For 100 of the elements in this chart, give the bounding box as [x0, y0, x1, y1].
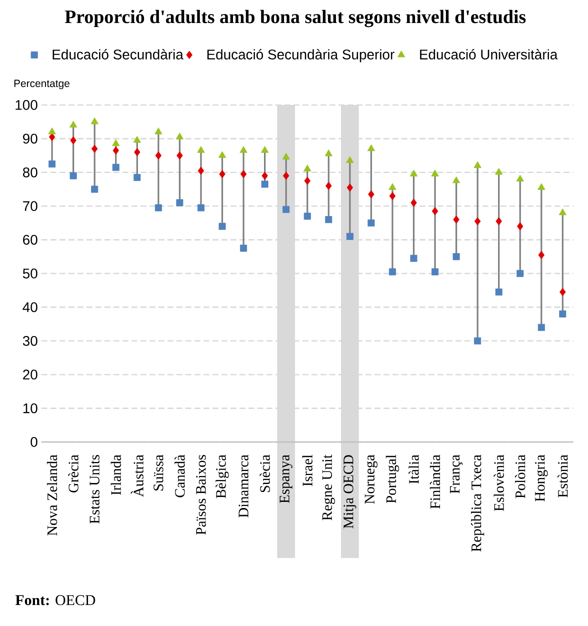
point [431, 170, 439, 176]
x-tick-label: Grècia [68, 454, 78, 492]
point [304, 176, 310, 185]
x-tick-label: Suïssa [154, 454, 164, 490]
y-tick-label: 50 [22, 268, 38, 278]
x-tick-label: Estats Units [90, 455, 100, 524]
point [91, 186, 98, 193]
x-tick-label: Bèlgica [216, 454, 229, 498]
point [453, 215, 460, 224]
point [367, 144, 376, 152]
point [388, 268, 396, 276]
point [559, 310, 566, 318]
point [410, 198, 417, 207]
y-tick-label: 70 [23, 201, 38, 212]
x-tick-label: Països Baixos [196, 455, 206, 535]
point [495, 168, 503, 175]
point [70, 172, 77, 180]
point [262, 172, 268, 180]
x-tick-label: Àustria [130, 454, 144, 497]
point [474, 337, 482, 344]
point [410, 254, 418, 262]
x-tick-label: Portugal [386, 454, 400, 504]
point [325, 216, 332, 224]
x-tick-label: França [450, 454, 463, 494]
y-tick-label: 100 [16, 100, 38, 110]
legend-label: Educació Secundària [52, 49, 184, 60]
point [368, 219, 375, 226]
point [240, 244, 248, 252]
point [346, 156, 354, 163]
point [560, 288, 566, 296]
x-tick-label: Dinamarca [238, 454, 248, 518]
point [324, 149, 332, 156]
point [326, 182, 332, 190]
point [538, 250, 545, 260]
x-tick-label: Eslovènia [494, 454, 504, 512]
y-tick-label: 40 [22, 302, 38, 312]
y-tick-label: 30 [22, 336, 38, 346]
y-tick-label: 0 [30, 437, 38, 447]
point [176, 151, 183, 160]
point [346, 183, 354, 192]
point [134, 148, 140, 156]
point [516, 270, 524, 277]
x-tick-label: República Txeca [471, 454, 484, 552]
y-tick-label: 80 [22, 167, 38, 178]
point [538, 183, 546, 190]
y-tick-label: 20 [23, 370, 38, 380]
x-tick-label: Nova Zelanda [46, 454, 58, 536]
point [368, 190, 374, 198]
y-tick-label: 10 [23, 403, 38, 414]
point [388, 183, 396, 190]
point [48, 128, 56, 134]
x-tick-label: Noruega [364, 454, 378, 504]
point [260, 146, 269, 153]
point [198, 166, 204, 175]
point [261, 180, 268, 188]
point [176, 199, 184, 206]
legend-label: Educació Secundària Superior [207, 49, 394, 62]
point [240, 146, 248, 153]
x-tick-label: Itàlia [408, 454, 419, 484]
point [70, 136, 76, 144]
y-tick-label: 60 [23, 234, 38, 245]
point [410, 170, 418, 176]
point [219, 170, 226, 178]
point [432, 268, 439, 276]
point [516, 174, 524, 182]
point [282, 172, 290, 180]
point [452, 176, 460, 184]
point [558, 208, 567, 216]
x-tick-label: Mitja OECD [344, 455, 356, 528]
point [197, 204, 204, 212]
point [218, 151, 226, 158]
x-tick-label: Irlanda [110, 454, 121, 495]
x-tick-label: Polònia [515, 454, 526, 498]
x-tick-label: Regne Unit [322, 454, 335, 520]
point [389, 192, 396, 200]
x-tick-label: Estònia [558, 454, 568, 498]
point [133, 136, 141, 143]
point [538, 324, 545, 331]
x-tick-label: Finlàndia [430, 454, 440, 509]
point [155, 151, 162, 160]
point [240, 170, 247, 178]
point [112, 146, 119, 155]
point [495, 288, 502, 296]
chart-title: Proporció d'adults amb bona salut segons nivell d'estudis [64, 10, 526, 28]
point [154, 204, 162, 212]
y-axis-title: Percentatge [14, 80, 70, 90]
x-tick-label: Canadà [174, 454, 185, 498]
point [496, 217, 502, 226]
point [134, 174, 141, 181]
point [304, 212, 311, 220]
point [91, 144, 98, 153]
x-tick-label: Espanya [280, 454, 292, 504]
point [197, 146, 205, 153]
point [304, 164, 312, 172]
x-tick-label: Suècia [260, 454, 270, 492]
text: Font: OECD [15, 595, 96, 606]
point [282, 152, 290, 160]
legend-label: Educació Universitària [420, 49, 558, 60]
point [176, 132, 184, 140]
point [282, 206, 290, 213]
